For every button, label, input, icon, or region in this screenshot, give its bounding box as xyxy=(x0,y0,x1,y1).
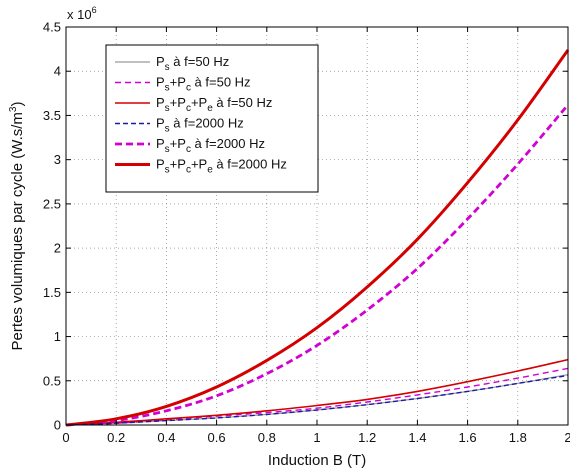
y-tick-label: 1 xyxy=(54,329,61,344)
legend-label-5: Ps+Pc à f=2000 Hz xyxy=(156,136,265,155)
axis-ticks xyxy=(65,26,569,426)
series-line-3 xyxy=(65,358,569,426)
y-tick-label: 0 xyxy=(54,418,61,433)
y-tick-label: 0.5 xyxy=(43,373,61,388)
x-tick-labels: 0 0.2 0.4 0.6 0.8 1 1.2 1.4 1.6 1.8 2 xyxy=(62,430,570,445)
y-tick-label: 1.5 xyxy=(43,285,61,300)
y-tick-label: 2.5 xyxy=(43,196,61,211)
x-tick-label: 2 xyxy=(564,430,570,445)
legend-label-3: Ps+Pc+Pe à f=50 Hz xyxy=(156,95,272,114)
series-line-5 xyxy=(65,103,570,427)
y-axis-title: Pertes volumiques par cycle (W.s/m3) xyxy=(8,102,26,351)
y-tick-label: 4.5 xyxy=(43,20,61,35)
legend-label-4: Ps à f=2000 Hz xyxy=(156,116,244,135)
y-axis-title-main: Pertes volumiques par cycle (W.s/m xyxy=(9,112,26,350)
x-tick-label: 1.8 xyxy=(509,430,527,445)
x-tick-label: 1 xyxy=(313,430,320,445)
x-tick-label: 1.6 xyxy=(459,430,477,445)
legend-box xyxy=(105,44,319,193)
y-multiplier-exp: 6 xyxy=(92,5,97,15)
legend-label-2: Ps+Pc à f=50 Hz xyxy=(156,75,251,94)
y-tick-label: 4 xyxy=(54,64,61,79)
x-axis-title: Induction B (T) xyxy=(268,452,366,469)
legend-label-1: Ps à f=50 Hz xyxy=(156,54,229,73)
series-line-6 xyxy=(65,49,570,427)
x-tick-label: 0.6 xyxy=(208,430,226,445)
x-tick-label: 0 xyxy=(62,430,69,445)
series-line-2 xyxy=(65,367,569,426)
y-axis-title-sup: 3 xyxy=(8,106,19,112)
y-tick-labels: 0 0.5 1 1.5 2 2.5 3 3.5 4 4.5 xyxy=(43,20,61,433)
legend-label-6: Ps+Pc+Pe à f=2000 Hz xyxy=(156,157,287,176)
y-tick-label: 3.5 xyxy=(43,108,61,123)
x-tick-label: 0.2 xyxy=(107,430,125,445)
x-tick-label: 0.4 xyxy=(157,430,175,445)
y-multiplier: x 106 xyxy=(67,5,97,22)
x-tick-label: 1.2 xyxy=(358,430,376,445)
y-multiplier-base: x 10 xyxy=(67,7,92,22)
x-tick-label: 0.8 xyxy=(258,430,276,445)
y-axis-title-close: ) xyxy=(9,102,26,107)
x-tick-label: 1.4 xyxy=(408,430,426,445)
y-tick-label: 2 xyxy=(54,241,61,256)
series-layer xyxy=(65,49,570,427)
series-line-4 xyxy=(65,374,569,426)
y-tick-label: 3 xyxy=(54,152,61,167)
